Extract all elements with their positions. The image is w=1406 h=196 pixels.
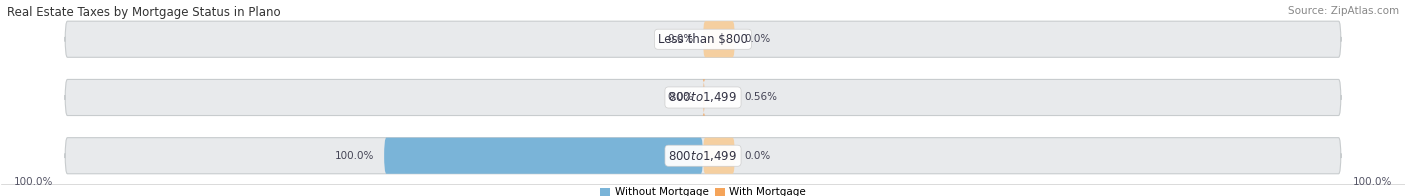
Text: 0.0%: 0.0% bbox=[744, 151, 770, 161]
FancyBboxPatch shape bbox=[65, 21, 1341, 57]
Text: 0.0%: 0.0% bbox=[668, 93, 693, 103]
FancyBboxPatch shape bbox=[65, 79, 1341, 115]
Text: Real Estate Taxes by Mortgage Status in Plano: Real Estate Taxes by Mortgage Status in … bbox=[7, 6, 281, 19]
Text: $800 to $1,499: $800 to $1,499 bbox=[668, 91, 738, 104]
Text: 100.0%: 100.0% bbox=[14, 177, 53, 187]
Text: 100.0%: 100.0% bbox=[335, 151, 374, 161]
FancyBboxPatch shape bbox=[703, 79, 706, 115]
FancyBboxPatch shape bbox=[703, 21, 735, 57]
Text: Source: ZipAtlas.com: Source: ZipAtlas.com bbox=[1288, 6, 1399, 16]
Text: 0.56%: 0.56% bbox=[744, 93, 778, 103]
FancyBboxPatch shape bbox=[65, 138, 1341, 174]
Text: 100.0%: 100.0% bbox=[1353, 177, 1392, 187]
Legend: Without Mortgage, With Mortgage: Without Mortgage, With Mortgage bbox=[600, 187, 806, 196]
Text: $800 to $1,499: $800 to $1,499 bbox=[668, 149, 738, 163]
FancyBboxPatch shape bbox=[703, 138, 735, 174]
FancyBboxPatch shape bbox=[384, 138, 703, 174]
Text: Less than $800: Less than $800 bbox=[658, 33, 748, 46]
Text: 0.0%: 0.0% bbox=[668, 34, 693, 44]
Text: 0.0%: 0.0% bbox=[744, 34, 770, 44]
